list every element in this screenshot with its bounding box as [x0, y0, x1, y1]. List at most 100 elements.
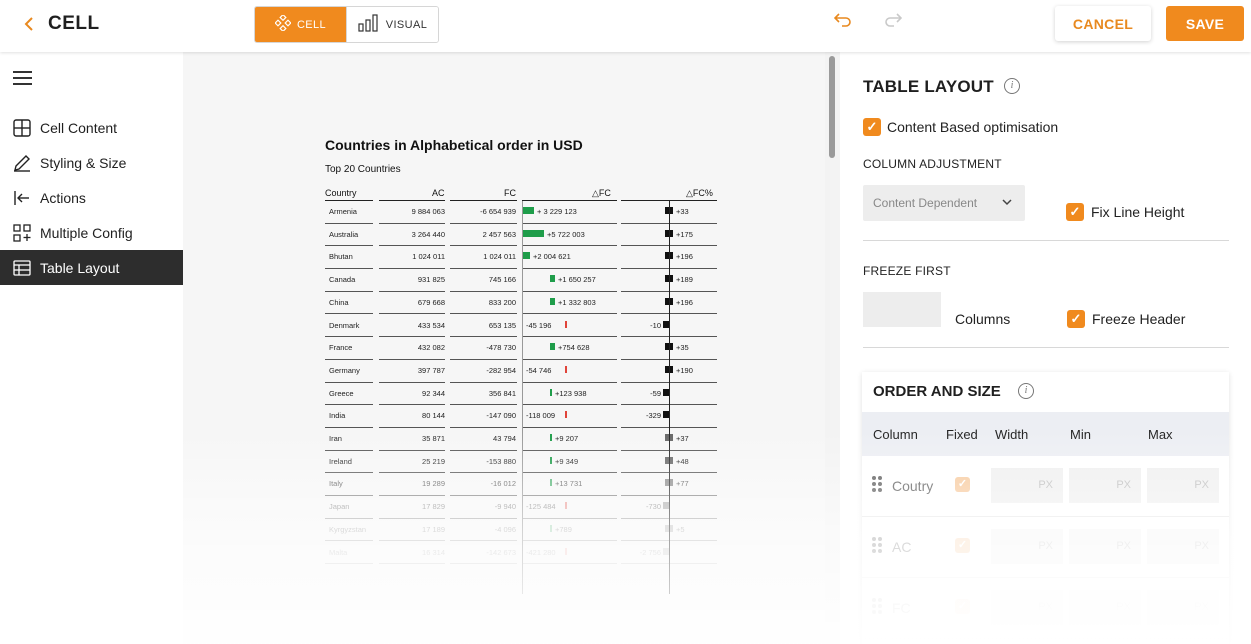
- cell-country: China: [329, 297, 349, 307]
- width-input[interactable]: PX: [991, 529, 1063, 564]
- cell-ac: 3 264 440: [411, 229, 445, 239]
- cell-dfc: +789: [555, 524, 572, 534]
- cell-pct: -59: [650, 388, 661, 398]
- row-underline: [450, 336, 517, 338]
- row-underline: [325, 563, 373, 565]
- width-input[interactable]: PX: [991, 590, 1063, 625]
- cell-diamond-icon: [274, 13, 292, 34]
- save-button[interactable]: SAVE: [1166, 6, 1244, 41]
- row-underline: [450, 222, 517, 224]
- cell-fc: -9 940: [494, 502, 516, 512]
- max-input[interactable]: PX: [1147, 468, 1219, 503]
- sidebar-item-styling[interactable]: Styling & Size: [0, 145, 183, 180]
- cell-dfc: -125 484: [526, 502, 556, 512]
- table-icon: [0, 259, 40, 277]
- row-underline: [325, 245, 373, 247]
- cell-pct: -10: [650, 320, 661, 330]
- sidebar-item-table-layout[interactable]: Table Layout: [0, 250, 183, 285]
- width-input[interactable]: PX: [991, 468, 1063, 503]
- cell-fc: 43 794: [493, 434, 516, 443]
- cell-country: France: [329, 343, 353, 353]
- max-input[interactable]: PX: [1147, 529, 1219, 564]
- order-row: AC ✓ PX PX PX: [862, 517, 1229, 578]
- fix-line-height-checkbox[interactable]: ✓: [1066, 203, 1084, 221]
- freeze-header-checkbox[interactable]: ✓: [1067, 310, 1085, 328]
- drag-handle-icon[interactable]: [872, 476, 884, 494]
- row-underline: [522, 563, 617, 565]
- cell-dfc: + 3 229 123: [537, 207, 577, 216]
- info-icon[interactable]: i: [1018, 383, 1034, 399]
- sidebar-item-actions[interactable]: Actions: [0, 180, 183, 215]
- row-underline: [325, 404, 373, 406]
- cell-fc: 356 841: [488, 388, 516, 398]
- sidebar-item-label: Cell Content: [40, 119, 118, 136]
- cell-ac: 92 344: [422, 388, 445, 398]
- cell-pct: +5: [676, 524, 685, 534]
- cell-pct: -329: [645, 411, 661, 421]
- cell-pct: +77: [676, 479, 689, 489]
- cell-pct: +175: [676, 229, 693, 239]
- chevron-left-icon[interactable]: [22, 14, 40, 36]
- tab-visual[interactable]: VISUAL: [346, 7, 438, 42]
- report-table[interactable]: Country AC FC △FC △FC% Armenia 9 884 063 -…: [325, 186, 720, 595]
- min-input[interactable]: PX: [1069, 590, 1141, 625]
- delta-bar: [565, 320, 567, 328]
- cell-pct: +190: [676, 365, 693, 375]
- cell-ac: 679 668: [417, 297, 445, 307]
- order-row-column-name: FC: [892, 600, 911, 616]
- cell-country: Germany: [329, 365, 360, 375]
- cell-fc: -142 673: [486, 547, 516, 557]
- cell-fc: 2 457 563: [482, 229, 516, 239]
- drag-handle-icon[interactable]: [872, 537, 884, 555]
- row-underline: [379, 313, 445, 315]
- delta-bar: [550, 297, 555, 305]
- row-underline: [325, 426, 373, 428]
- pct-marker: [663, 411, 670, 419]
- cell-fc: 1 024 011: [483, 252, 516, 262]
- cell-fc: -478 730: [486, 343, 516, 353]
- col-header-min: Min: [1070, 427, 1091, 442]
- cell-dfc: +2 004 621: [533, 252, 571, 262]
- row-underline: [379, 563, 445, 565]
- cell-ac: 80 144: [422, 411, 445, 421]
- cancel-button[interactable]: CANCEL: [1055, 6, 1151, 41]
- pct-marker: [663, 320, 670, 328]
- sidebar-item-cell-content[interactable]: Cell Content: [0, 110, 183, 145]
- freeze-columns-input[interactable]: [863, 292, 941, 327]
- redo-icon[interactable]: [884, 12, 903, 33]
- cell-country: Kyrgyzstan: [329, 524, 367, 534]
- delta-bar: [565, 365, 567, 373]
- delta-bar: [550, 275, 555, 283]
- canvas-scroll-thumb[interactable]: [829, 56, 835, 158]
- min-input[interactable]: PX: [1069, 529, 1141, 564]
- cell-ac: 9 884 063: [411, 207, 445, 216]
- fixed-checkbox[interactable]: ✓: [955, 477, 970, 492]
- fixed-checkbox[interactable]: ✓: [955, 538, 970, 553]
- min-input[interactable]: PX: [1069, 468, 1141, 503]
- report-subtitle: Top 20 Countries: [325, 164, 401, 175]
- info-icon[interactable]: i: [1004, 78, 1020, 94]
- column-adjustment-select[interactable]: Content Dependent: [863, 185, 1025, 221]
- row-underline: [379, 404, 445, 406]
- row-underline: [522, 426, 617, 428]
- delta-bar: [550, 524, 552, 532]
- sidebar-item-multiple-config[interactable]: Multiple Config: [0, 215, 183, 250]
- col-header-dfc: △FC: [592, 188, 611, 198]
- cell-ac: 432 082: [417, 343, 445, 353]
- tab-cell[interactable]: CELL: [255, 7, 346, 42]
- delta-bar: [522, 207, 534, 214]
- fixed-checkbox[interactable]: ✓: [955, 599, 970, 614]
- max-input[interactable]: PX: [1147, 590, 1219, 625]
- delta-bar: [565, 547, 567, 555]
- content-based-checkbox[interactable]: ✓: [863, 118, 881, 136]
- undo-icon[interactable]: [833, 12, 852, 33]
- row-underline: [325, 290, 373, 292]
- cell-ac: 397 787: [417, 365, 445, 375]
- cell-ac: 17 829: [422, 502, 445, 512]
- hamburger-menu-icon[interactable]: [13, 71, 32, 85]
- drag-handle-icon[interactable]: [872, 598, 884, 616]
- sidebar-item-label: Multiple Config: [40, 224, 133, 241]
- column-adjustment-heading: COLUMN ADJUSTMENT: [863, 157, 1002, 171]
- sidebar-item-label: Table Layout: [40, 259, 120, 276]
- delta-bar: [550, 434, 552, 441]
